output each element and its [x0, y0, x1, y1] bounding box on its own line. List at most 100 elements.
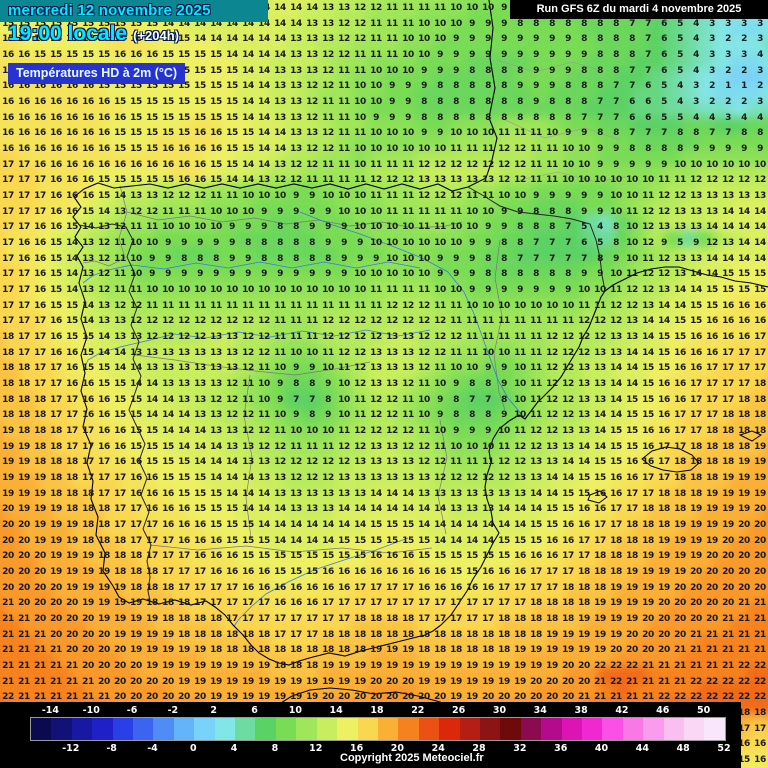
temp-value: 17: [146, 551, 158, 562]
temp-value: 10: [434, 426, 446, 436]
temp-value: 19: [194, 645, 206, 656]
temp-value: 10: [562, 159, 574, 170]
temp-value: 7: [645, 49, 651, 60]
scale-color-cell: [541, 718, 562, 740]
temp-value: 13: [178, 347, 190, 358]
temp-value: 10: [338, 394, 350, 405]
temp-value: 20: [706, 582, 718, 593]
temp-value: 10: [386, 253, 398, 264]
temp-value: 16: [18, 143, 30, 154]
temp-value: 17: [306, 629, 318, 640]
temp-value: 20: [98, 661, 110, 672]
scale-color-cell: [398, 718, 419, 740]
temp-value: 10: [130, 269, 142, 280]
temp-value: 10: [498, 190, 510, 201]
temp-value: 17: [354, 582, 366, 593]
temp-value: 19: [562, 629, 574, 640]
temp-value: 11: [370, 34, 382, 45]
temp-value: 10: [242, 206, 254, 217]
temp-value: 9: [437, 253, 443, 264]
temp-value: 8: [469, 81, 475, 92]
temp-cell-bg: [37, 214, 55, 231]
scale-color-cell: [275, 718, 297, 740]
temp-value: 11: [370, 300, 382, 311]
temp-value: 20: [50, 614, 62, 625]
temp-value: 14: [242, 34, 254, 45]
temp-value: 10: [370, 222, 382, 233]
temp-value: 13: [210, 347, 222, 358]
temp-value: 13: [226, 347, 238, 358]
temp-value: 21: [50, 676, 62, 687]
temp-value: 18: [738, 394, 750, 405]
temp-value: 16: [706, 347, 718, 358]
temp-value: 19: [738, 473, 750, 484]
temp-value: 16: [98, 410, 110, 421]
temp-value: 20: [18, 551, 30, 562]
temp-value: 12: [338, 18, 350, 29]
temp-value: 12: [274, 457, 286, 468]
temp-value: 13: [322, 488, 334, 499]
temp-value: 19: [98, 614, 110, 625]
temp-value: 16: [50, 347, 62, 358]
temp-value: 9: [277, 394, 283, 405]
temp-value: 10: [338, 378, 350, 389]
temp-value: 15: [210, 488, 222, 499]
temp-value: 14: [258, 128, 270, 139]
temp-value: 10: [354, 159, 366, 170]
temp-value: 8: [677, 143, 683, 154]
temp-value: 11: [642, 190, 654, 201]
temp-value: 21: [18, 645, 30, 656]
temp-value: 18: [50, 457, 62, 468]
temp-value: 19: [194, 676, 206, 687]
temp-value: 14: [354, 504, 366, 515]
temp-value: 16: [194, 551, 206, 562]
temp-value: 15: [370, 535, 382, 546]
temp-value: 11: [466, 347, 478, 358]
temp-value: 19: [226, 676, 238, 687]
temp-value: 11: [498, 441, 510, 452]
temp-value: 9: [325, 378, 331, 389]
temp-cell-bg: [4, 117, 22, 134]
temp-value: 21: [690, 629, 702, 640]
temp-value: 16: [114, 112, 126, 123]
temp-value: 8: [501, 253, 507, 264]
temp-value: 11: [354, 300, 366, 311]
temp-value: 8: [501, 394, 507, 405]
temp-value: 9: [389, 112, 395, 123]
temp-value: 20: [18, 598, 30, 609]
temp-value: 16: [2, 49, 14, 60]
temp-value: 12: [498, 473, 510, 484]
temp-value: 9: [453, 269, 459, 280]
temp-value: 18: [658, 488, 670, 499]
temp-value: 12: [530, 441, 542, 452]
temp-value: 10: [402, 143, 414, 154]
temp-value: 17: [706, 363, 718, 374]
temp-value: 17: [658, 473, 670, 484]
temp-value: 19: [722, 520, 734, 531]
temp-value: 14: [226, 457, 238, 468]
temp-value: 13: [322, 34, 334, 45]
temp-value: 9: [181, 237, 187, 248]
temp-value: 14: [178, 426, 190, 436]
temp-value: 21: [674, 661, 686, 672]
temp-value: 19: [50, 567, 62, 578]
temp-value: 13: [738, 190, 750, 201]
temp-value: 11: [674, 175, 686, 186]
temp-value: 8: [533, 269, 539, 280]
date-banner: mercredi 12 novembre 2025: [0, 0, 268, 22]
temp-value: 13: [338, 488, 350, 499]
temp-value: 19: [178, 676, 190, 687]
temp-value: 16: [2, 128, 14, 139]
temp-value: 19: [34, 473, 46, 484]
temp-value: 15: [306, 567, 318, 578]
temp-value: 18: [306, 661, 318, 672]
temp-value: 16: [18, 128, 30, 139]
temp-value: 1: [725, 81, 731, 92]
temp-value: 13: [386, 457, 398, 468]
temp-value: 12: [658, 206, 670, 217]
temp-value: 15: [146, 175, 158, 186]
temp-value: 15: [642, 394, 654, 405]
temp-value: 14: [626, 363, 638, 374]
temp-value: 9: [325, 237, 331, 248]
